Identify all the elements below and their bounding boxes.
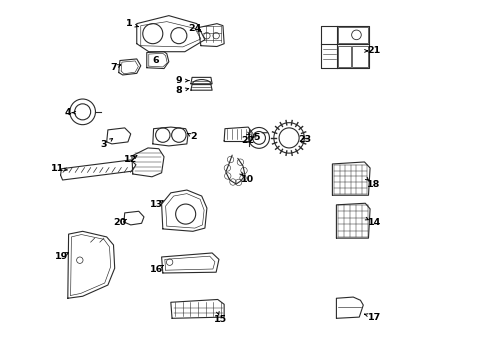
Text: 3: 3 [100,140,107,149]
Text: 8: 8 [175,86,182,95]
Text: 19: 19 [55,252,68,261]
Text: 16: 16 [150,265,164,274]
Text: 23: 23 [298,135,311,144]
Text: 20: 20 [113,217,126,226]
Text: 6: 6 [153,56,159,65]
Text: 21: 21 [368,46,381,55]
Text: 18: 18 [367,180,380,189]
Text: 7: 7 [110,63,117,72]
Text: 22: 22 [242,136,255,145]
Text: 15: 15 [214,315,227,324]
Text: 12: 12 [124,156,137,165]
Bar [338,46,351,67]
Text: 11: 11 [51,164,64,173]
Text: 2: 2 [191,132,197,141]
Text: 9: 9 [175,76,182,85]
Bar [338,27,368,43]
Text: 14: 14 [368,217,381,226]
Text: 10: 10 [241,175,253,184]
Text: 13: 13 [149,201,163,210]
Text: 5: 5 [253,134,260,143]
Text: 4: 4 [65,108,71,117]
Text: 1: 1 [125,19,132,28]
Text: 24: 24 [188,24,201,33]
Text: 17: 17 [368,312,381,321]
Bar [352,46,368,67]
